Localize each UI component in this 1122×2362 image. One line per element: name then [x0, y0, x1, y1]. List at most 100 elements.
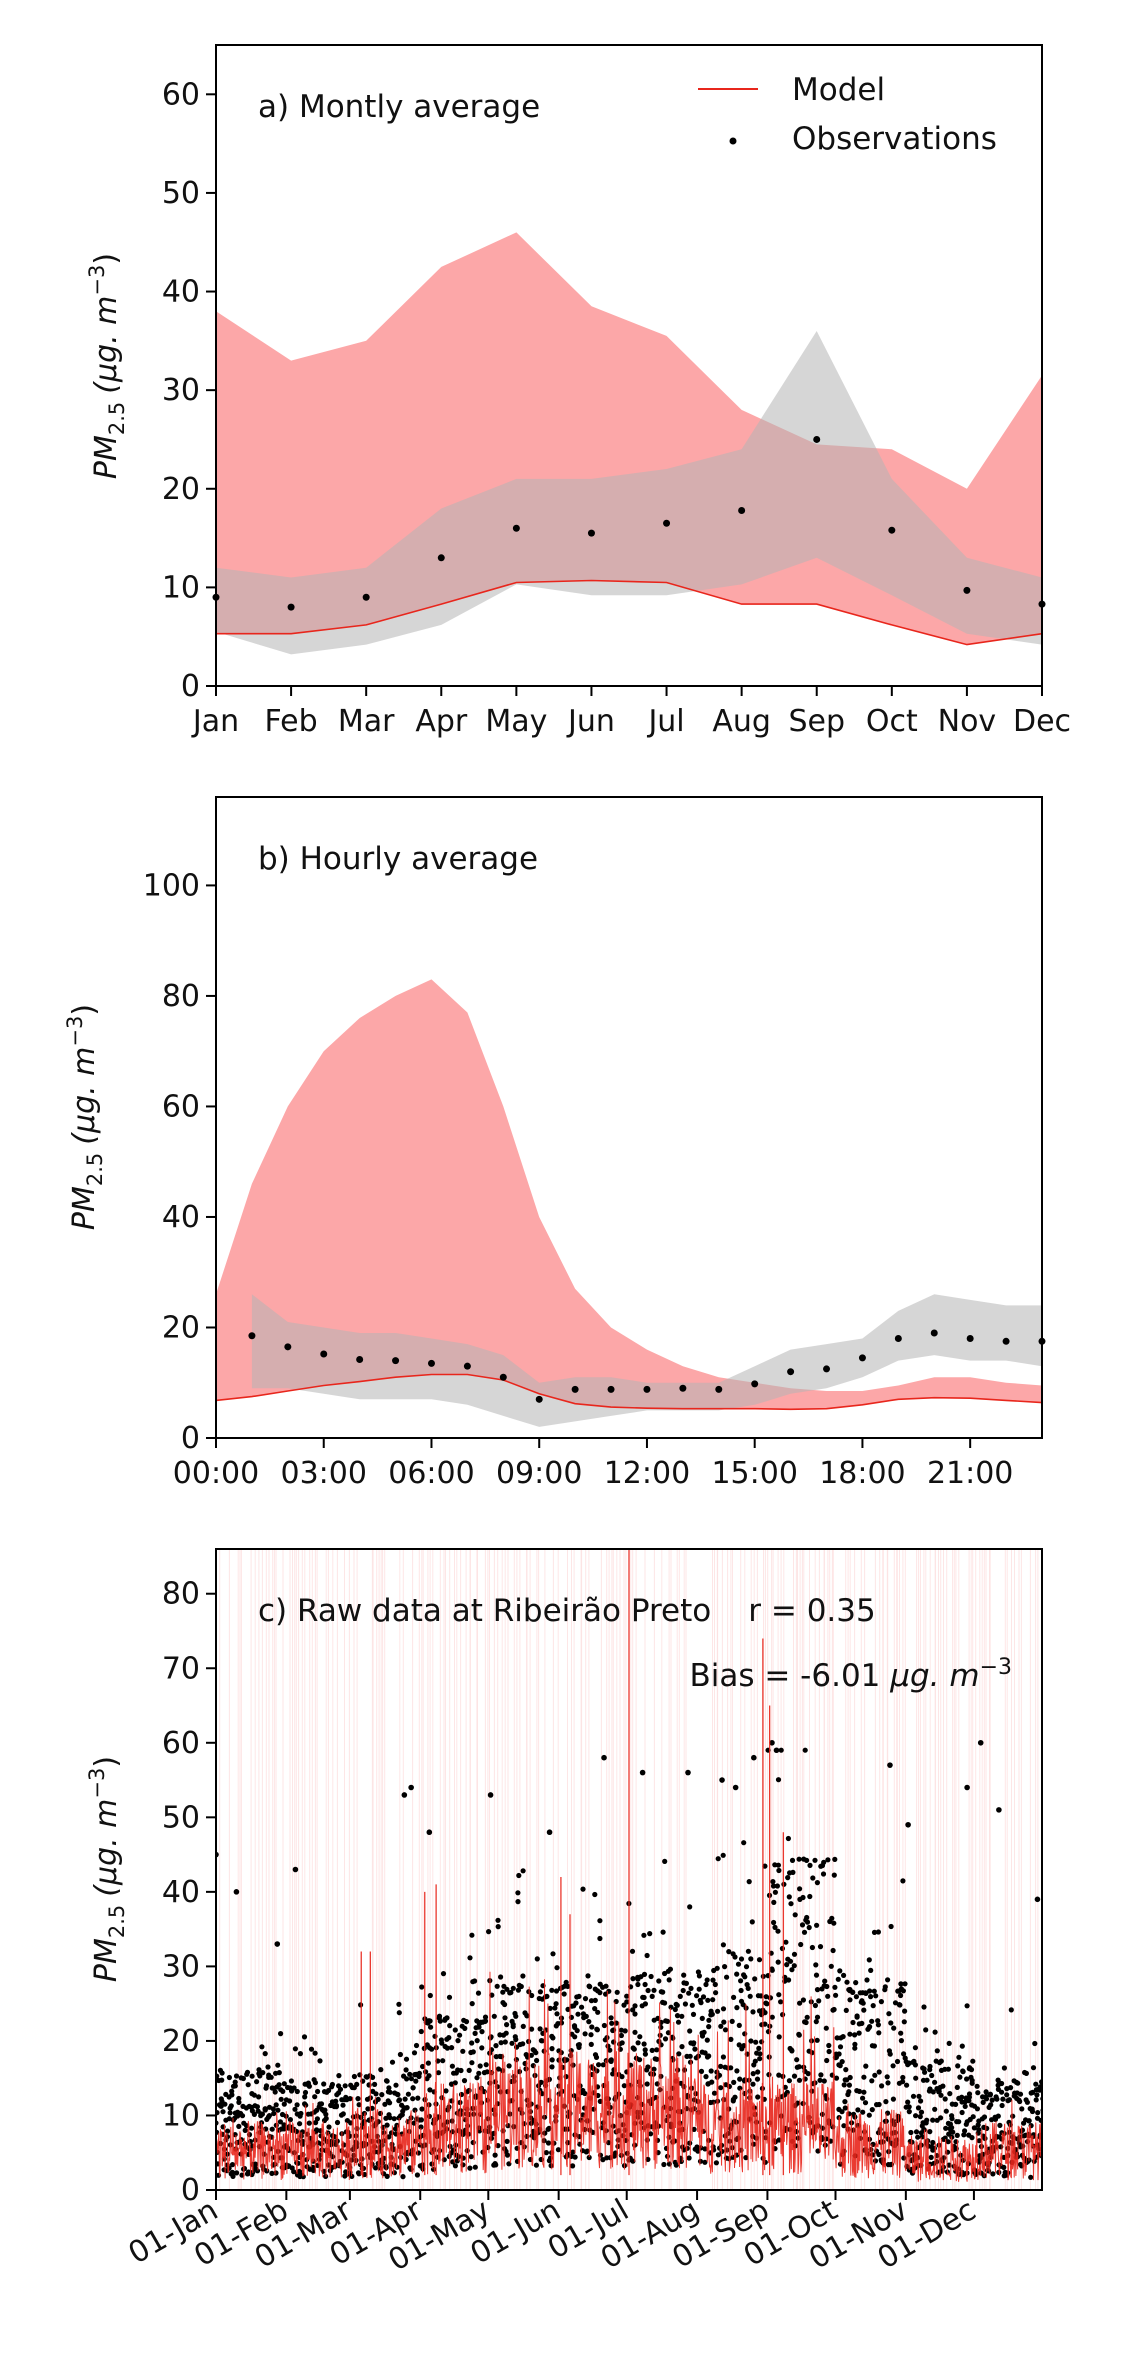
observation-point	[427, 2087, 433, 2093]
observation-point	[269, 2126, 275, 2132]
observation-point	[259, 2111, 265, 2117]
observation-point	[240, 2075, 246, 2082]
observation-point	[486, 1929, 492, 1935]
observation-point	[852, 2045, 858, 2051]
observation-point	[744, 1982, 750, 1988]
observation-point	[476, 2070, 482, 2076]
observation-point	[841, 2123, 847, 2129]
observation-point	[999, 2089, 1005, 2095]
observation-point	[837, 2063, 843, 2069]
observation-point	[970, 2114, 976, 2120]
observation-point	[876, 2101, 882, 2108]
observation-point	[629, 1948, 636, 1954]
observation-point	[565, 1983, 571, 1989]
observation-point	[513, 2057, 520, 2063]
observation-point	[980, 2099, 986, 2105]
observation-point	[383, 2115, 389, 2121]
observation-point	[853, 1994, 860, 2000]
observation-point	[762, 1863, 768, 1869]
observation-point	[291, 2169, 297, 2175]
observation-point	[674, 2002, 680, 2008]
observation-point	[818, 2072, 824, 2078]
observation-point	[772, 1924, 778, 1930]
observation-point	[548, 2163, 554, 2169]
observation-point	[721, 2019, 727, 2025]
observation-point	[407, 2071, 413, 2077]
panel-c-ytick-label: 80	[162, 1577, 200, 1612]
observation-point	[924, 2117, 930, 2123]
observation-point	[588, 2032, 594, 2038]
observation-point	[860, 2109, 866, 2115]
observation-point	[318, 2101, 325, 2107]
observation-point	[597, 1935, 603, 1942]
observation-point	[915, 2134, 921, 2140]
observation-point	[446, 1994, 453, 2000]
observation-point	[702, 2146, 708, 2152]
panel-c-ytick-label: 60	[162, 1726, 200, 1761]
observation-point	[796, 2077, 803, 2083]
observation-point	[807, 1893, 813, 1900]
observation-point	[927, 2129, 933, 2135]
observation-point	[597, 1990, 603, 1996]
observation-point	[962, 2128, 968, 2134]
observation-point	[804, 1914, 810, 1921]
observation-point	[639, 1769, 646, 1776]
observation-point	[658, 1989, 664, 1995]
observation-point	[698, 2068, 705, 2074]
observation-point	[388, 2130, 395, 2136]
observation-point	[585, 1973, 591, 1979]
observation-point	[756, 1957, 763, 1963]
observation-point	[860, 2095, 866, 2101]
observation-point	[542, 2130, 548, 2136]
observation-point	[520, 2041, 526, 2047]
panel-a-xtick-label: Nov	[938, 704, 997, 739]
observation-point	[649, 1993, 655, 1999]
observation-point	[1001, 2065, 1008, 2071]
observation-point	[988, 2102, 994, 2108]
legend-observations-swatch	[729, 137, 737, 145]
observation-point	[728, 2065, 734, 2071]
observation-point	[583, 2013, 589, 2019]
observation-point	[731, 1994, 737, 2000]
observation-point	[245, 2082, 251, 2088]
observation-point	[860, 2000, 866, 2006]
observation-point	[1030, 2089, 1036, 2095]
observation-point	[1024, 2099, 1030, 2105]
observation-point	[545, 2140, 552, 2146]
panel-c-correlation: r = 0.35	[748, 1593, 875, 1629]
observation-point	[663, 2018, 669, 2024]
observation-point	[413, 2078, 419, 2084]
observation-point	[718, 2085, 724, 2091]
observation-point	[709, 2011, 715, 2017]
observation-point	[622, 2028, 628, 2034]
observation-point	[662, 2036, 669, 2042]
observation-point	[799, 1922, 806, 1928]
observation-point	[922, 2069, 928, 2075]
observation-point	[648, 2131, 654, 2137]
observation-point	[869, 2078, 875, 2084]
observation-point	[470, 2139, 476, 2146]
observation-point	[842, 2099, 848, 2105]
observation-point	[715, 2008, 721, 2014]
observation-point	[816, 1998, 822, 2004]
observation-point	[898, 2030, 904, 2036]
observation-point	[647, 1931, 653, 1937]
observation-point	[774, 1883, 781, 1889]
observation-point	[510, 1985, 516, 1991]
observation-point	[402, 2096, 408, 2102]
observation-point	[706, 2024, 712, 2030]
observation-point	[607, 2047, 613, 2053]
observation-point	[618, 2032, 625, 2039]
observation-point	[864, 1977, 870, 1983]
observation-point	[706, 2017, 712, 2023]
observation-point	[966, 2094, 973, 2100]
observation-point	[875, 2022, 882, 2028]
observation-point	[326, 2087, 332, 2094]
observation-point	[624, 1999, 630, 2005]
observation-point	[594, 2027, 601, 2033]
observation-point	[463, 1362, 471, 1370]
observation-point	[923, 2027, 929, 2033]
observation-point	[861, 2074, 867, 2080]
observation-point	[910, 2093, 917, 2099]
